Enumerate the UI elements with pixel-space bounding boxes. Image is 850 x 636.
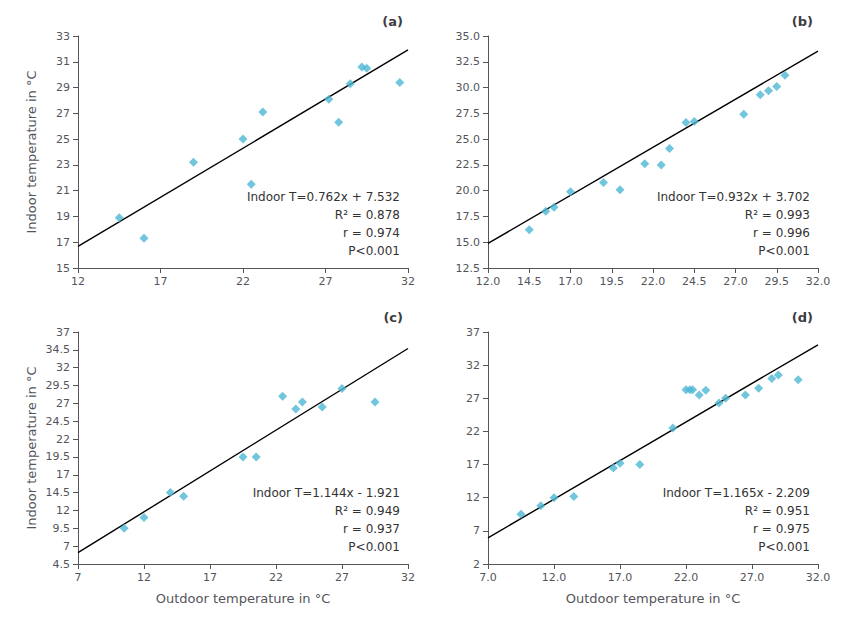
svg-text:12: 12 <box>56 504 70 517</box>
svg-text:32.0: 32.0 <box>806 275 831 288</box>
svg-text:12: 12 <box>71 275 85 288</box>
svg-text:33: 33 <box>56 30 70 43</box>
svg-text:9.5: 9.5 <box>53 522 71 535</box>
svg-text:22: 22 <box>466 425 480 438</box>
svg-text:22: 22 <box>56 433 70 446</box>
svg-text:19: 19 <box>56 210 70 223</box>
svg-text:24.5: 24.5 <box>682 275 707 288</box>
svg-text:34.5: 34.5 <box>46 343 71 356</box>
svg-text:27.0: 27.0 <box>723 275 748 288</box>
svg-text:32: 32 <box>401 571 415 584</box>
svg-text:22.0: 22.0 <box>641 275 666 288</box>
svg-text:29: 29 <box>56 81 70 94</box>
svg-text:27: 27 <box>56 107 70 120</box>
svg-text:(c): (c) <box>383 310 403 325</box>
svg-text:32: 32 <box>401 275 415 288</box>
svg-text:25: 25 <box>56 133 70 146</box>
svg-text:R² = 0.951: R² = 0.951 <box>745 504 810 518</box>
svg-text:r = 0.937: r = 0.937 <box>343 522 400 536</box>
svg-text:(d): (d) <box>792 310 813 325</box>
svg-text:r = 0.974: r = 0.974 <box>343 226 400 240</box>
svg-text:19.5: 19.5 <box>600 275 625 288</box>
svg-text:17: 17 <box>466 458 480 471</box>
svg-text:17: 17 <box>203 571 217 584</box>
svg-text:2: 2 <box>473 558 480 571</box>
svg-text:(b): (b) <box>792 14 813 29</box>
svg-text:P<0.001: P<0.001 <box>758 540 810 554</box>
svg-text:R² = 0.878: R² = 0.878 <box>335 208 400 222</box>
svg-text:27.5: 27.5 <box>456 107 481 120</box>
svg-text:Indoor T=0.932x + 3.702: Indoor T=0.932x + 3.702 <box>657 190 810 204</box>
svg-text:19.5: 19.5 <box>46 450 71 463</box>
svg-text:12.5: 12.5 <box>456 262 481 275</box>
svg-text:Indoor temperature in °C: Indoor temperature in °C <box>24 70 39 233</box>
svg-text:P<0.001: P<0.001 <box>348 244 400 258</box>
svg-text:27: 27 <box>319 275 333 288</box>
svg-text:31: 31 <box>56 55 70 68</box>
svg-text:12.0: 12.0 <box>542 571 567 584</box>
svg-text:7: 7 <box>473 524 480 537</box>
svg-text:Indoor T=0.762x + 7.532: Indoor T=0.762x + 7.532 <box>247 190 400 204</box>
svg-text:27.0: 27.0 <box>740 571 765 584</box>
svg-text:r = 0.996: r = 0.996 <box>753 226 810 240</box>
svg-text:22.5: 22.5 <box>456 158 481 171</box>
svg-text:20.0: 20.0 <box>456 184 481 197</box>
svg-text:29.5: 29.5 <box>46 379 71 392</box>
svg-text:35.0: 35.0 <box>456 30 481 43</box>
svg-text:15.0: 15.0 <box>456 236 481 249</box>
svg-text:32.5: 32.5 <box>456 55 481 68</box>
svg-text:7: 7 <box>75 571 82 584</box>
svg-text:30.0: 30.0 <box>456 81 481 94</box>
svg-text:12: 12 <box>137 571 151 584</box>
svg-text:R² = 0.949: R² = 0.949 <box>335 504 400 518</box>
svg-text:17.0: 17.0 <box>608 571 633 584</box>
svg-text:32: 32 <box>56 361 70 374</box>
svg-text:17: 17 <box>154 275 168 288</box>
svg-text:24.5: 24.5 <box>46 415 71 428</box>
svg-text:(a): (a) <box>382 14 403 29</box>
svg-text:17.5: 17.5 <box>456 210 481 223</box>
svg-text:27: 27 <box>56 397 70 410</box>
svg-text:7: 7 <box>63 540 70 553</box>
svg-text:27: 27 <box>335 571 349 584</box>
svg-text:r = 0.975: r = 0.975 <box>753 522 810 536</box>
svg-text:25.0: 25.0 <box>456 133 481 146</box>
svg-text:12.0: 12.0 <box>476 275 501 288</box>
svg-text:22: 22 <box>236 275 250 288</box>
svg-text:17: 17 <box>56 468 70 481</box>
svg-text:14.5: 14.5 <box>46 486 71 499</box>
svg-text:P<0.001: P<0.001 <box>348 540 400 554</box>
svg-text:32: 32 <box>466 359 480 372</box>
svg-text:17.0: 17.0 <box>558 275 583 288</box>
svg-text:37: 37 <box>56 326 70 339</box>
svg-text:32.0: 32.0 <box>806 571 831 584</box>
svg-text:21: 21 <box>56 184 70 197</box>
svg-text:17: 17 <box>56 236 70 249</box>
svg-text:29.5: 29.5 <box>765 275 790 288</box>
svg-text:27: 27 <box>466 392 480 405</box>
svg-text:Outdoor temperature in °C: Outdoor temperature in °C <box>156 591 331 606</box>
svg-text:Indoor T=1.165x - 2.209: Indoor T=1.165x - 2.209 <box>663 486 810 500</box>
svg-text:Indoor temperature in °C: Indoor temperature in °C <box>24 366 39 529</box>
svg-text:R² = 0.993: R² = 0.993 <box>745 208 810 222</box>
svg-text:23: 23 <box>56 158 70 171</box>
svg-text:P<0.001: P<0.001 <box>758 244 810 258</box>
svg-text:12: 12 <box>466 491 480 504</box>
svg-text:14.5: 14.5 <box>517 275 542 288</box>
svg-text:37: 37 <box>466 326 480 339</box>
svg-text:Outdoor temperature in °C: Outdoor temperature in °C <box>566 591 741 606</box>
svg-text:7.0: 7.0 <box>479 571 497 584</box>
svg-text:22: 22 <box>269 571 283 584</box>
svg-text:4.5: 4.5 <box>53 558 71 571</box>
svg-text:22.0: 22.0 <box>674 571 699 584</box>
svg-text:Indoor T=1.144x - 1.921: Indoor T=1.144x - 1.921 <box>253 486 400 500</box>
svg-text:15: 15 <box>56 262 70 275</box>
